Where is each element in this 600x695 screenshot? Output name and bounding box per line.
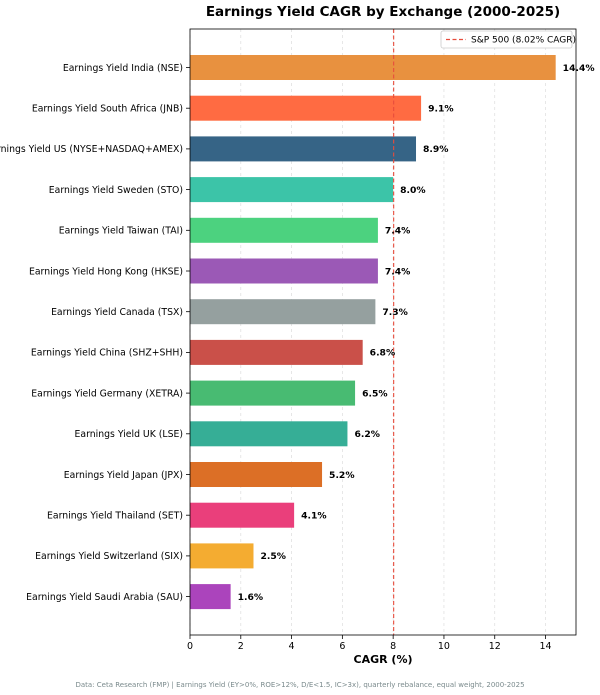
legend: S&P 500 (8.02% CAGR) [440,30,576,49]
bar [190,299,376,325]
plot-frame [189,28,577,636]
y-tick-label: Earnings Yield Taiwan (TAI) [59,226,183,237]
x-axis-title: CAGR (%) [354,653,413,666]
bar [190,584,231,610]
data-label: 9.1% [428,104,453,115]
y-tick-label: Earnings Yield Japan (JPX) [64,470,183,481]
y-tick-label: Earnings Yield Hong Kong (HKSE) [29,266,183,277]
y-tick-label: Earnings Yield Thailand (SET) [47,511,183,522]
y-tick-label: Earnings Yield Sweden (STO) [49,185,183,196]
y-tick-label: Earnings Yield Canada (TSX) [51,307,183,318]
x-axis-ticks: 0 2 4 6 8 10 12 14 [187,635,552,652]
x-tick-label: 6 [339,641,345,652]
bar [190,339,363,365]
y-tick-label: Earnings Yield South Africa (JNB) [32,104,183,115]
y-tick-label: Earnings Yield India (NSE) [63,63,183,74]
x-tick-label: 4 [289,641,295,652]
bar [190,177,394,203]
y-tick-label: Earnings Yield UK (LSE) [75,429,183,440]
bar [190,543,254,569]
y-tick-label: Earnings Yield Germany (XETRA) [31,388,183,399]
y-tick-label: Earnings Yield US (NYSE+NASDAQ+AMEX) [0,144,183,155]
x-tick-label: 8 [390,641,396,652]
bars [190,55,556,610]
y-tick-label: Earnings Yield Saudi Arabia (SAU) [26,592,183,603]
bar [190,95,422,121]
data-label: 6.5% [362,388,387,399]
x-tick-label: 0 [187,641,193,652]
y-tick-label: Earnings Yield Switzerland (SIX) [35,551,183,562]
footnote: Data: Ceta Research (FMP) | Earnings Yie… [75,681,524,689]
x-tick-label: 12 [489,641,501,652]
legend-label: S&P 500 (8.02% CAGR) [471,36,576,46]
data-label: 14.4% [563,63,595,74]
data-label: 7.3% [382,307,407,318]
data-label: 7.4% [385,226,410,237]
bar [190,502,295,528]
chart-title: Earnings Yield CAGR by Exchange (2000-20… [206,4,560,20]
y-tick-label: Earnings Yield China (SHZ+SHH) [31,348,183,359]
bar [190,462,323,487]
y-axis-labels: Earnings Yield India (NSE) Earnings Yield… [0,63,190,603]
bar [190,421,348,447]
legend-box [440,30,573,49]
data-label: 8.9% [423,144,448,155]
x-tick-label: 2 [238,641,244,652]
grid [189,29,546,635]
x-tick-label: 10 [438,641,450,652]
bar [190,217,378,243]
data-label: 6.2% [354,429,379,440]
bar [190,55,556,80]
data-labels: 14.4% 9.1% 8.9% 8.0% 7.4% 7.4% 7.3% 6.8% 6.5% 6.2… [238,63,595,603]
bar [190,136,417,162]
data-label: 1.6% [238,592,263,603]
x-tick-label: 14 [539,641,551,652]
data-label: 5.2% [329,470,354,481]
data-label: 6.8% [370,348,395,359]
bar [190,380,356,406]
bar [190,258,378,284]
data-label: 7.4% [385,266,410,277]
data-label: 8.0% [400,185,425,196]
data-label: 2.5% [260,551,285,562]
data-label: 4.1% [301,511,326,522]
